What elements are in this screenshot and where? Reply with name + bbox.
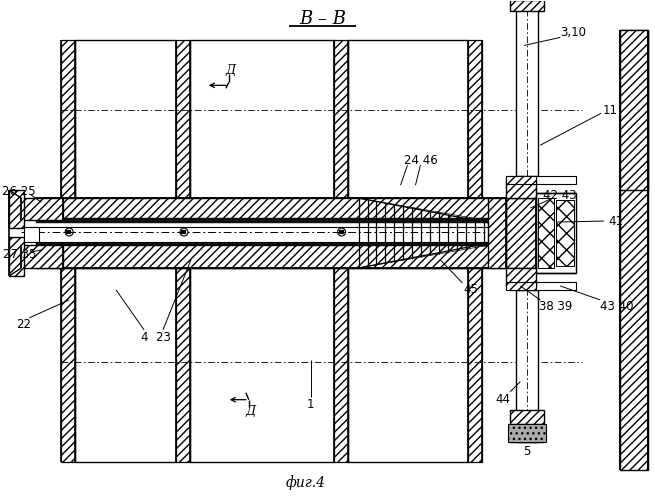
Bar (9, 237, 24, 276)
Bar (333, 40, 348, 198)
Bar (339, 230, 344, 234)
Text: фиг.4: фиг.4 (286, 475, 326, 490)
Bar (348, 268, 468, 462)
Text: В – В: В – В (299, 10, 346, 29)
Bar (506, 282, 576, 290)
Text: 45: 45 (463, 284, 477, 296)
Bar (489, 198, 506, 268)
Bar (510, 0, 544, 2)
Bar (36, 227, 531, 242)
Bar (506, 198, 536, 268)
Bar (506, 180, 536, 198)
Bar (348, 40, 468, 198)
Bar (176, 40, 190, 198)
Bar (190, 268, 333, 462)
Text: 4  23: 4 23 (141, 332, 171, 344)
Bar (181, 230, 186, 234)
Bar (508, 424, 546, 442)
Bar (468, 40, 482, 198)
Bar (66, 230, 71, 234)
Bar (61, 40, 75, 198)
Text: 26 25: 26 25 (3, 184, 36, 198)
Bar (75, 40, 176, 198)
Text: 43 40: 43 40 (601, 300, 634, 314)
Text: 42 43: 42 43 (544, 188, 577, 202)
Text: 38 39: 38 39 (538, 300, 572, 314)
Bar (75, 268, 176, 462)
Bar (21, 198, 63, 220)
Text: 22: 22 (16, 318, 31, 332)
Bar (536, 193, 576, 273)
Bar (36, 245, 531, 268)
Bar (538, 198, 554, 268)
Bar (61, 268, 75, 462)
Text: 1: 1 (307, 398, 314, 411)
Bar (510, 0, 544, 12)
Text: 41: 41 (608, 214, 624, 228)
Bar (516, 2, 538, 176)
Bar (506, 176, 576, 184)
Bar (9, 190, 24, 228)
Bar (506, 282, 536, 290)
Bar (176, 268, 190, 462)
Bar (556, 200, 574, 266)
Bar (24, 227, 39, 242)
Text: Д: Д (246, 405, 256, 418)
Bar (510, 410, 544, 442)
Bar (36, 198, 531, 220)
Text: 11: 11 (603, 104, 618, 117)
Text: 44: 44 (496, 393, 511, 406)
Bar (468, 268, 482, 462)
Bar (190, 40, 333, 198)
Bar (510, 424, 544, 434)
Bar (620, 30, 648, 469)
Text: 3,10: 3,10 (560, 26, 586, 39)
Bar (333, 268, 348, 462)
Text: 27 35: 27 35 (3, 248, 36, 262)
Bar (36, 241, 531, 245)
Bar (36, 218, 531, 223)
Bar (21, 245, 63, 268)
Bar (516, 290, 538, 442)
Bar (620, 30, 648, 190)
Text: 24 46: 24 46 (403, 154, 438, 166)
Text: 5: 5 (523, 445, 531, 458)
Bar (506, 268, 536, 286)
Text: Д: Д (226, 64, 236, 77)
Bar (506, 176, 536, 184)
